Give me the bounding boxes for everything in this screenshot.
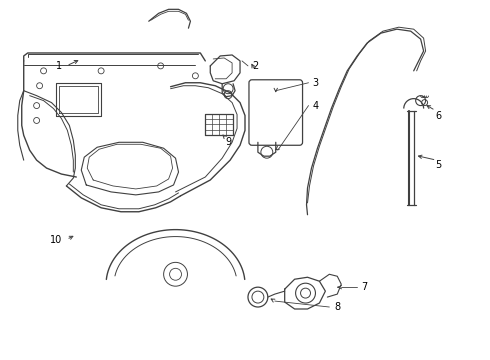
- Text: 7: 7: [361, 282, 367, 292]
- Text: 1: 1: [56, 61, 63, 71]
- Text: 2: 2: [252, 61, 258, 71]
- Text: 10: 10: [50, 234, 63, 244]
- Text: 3: 3: [313, 78, 318, 88]
- FancyBboxPatch shape: [249, 80, 302, 145]
- Text: 8: 8: [334, 302, 341, 312]
- Text: 5: 5: [436, 160, 441, 170]
- Text: 6: 6: [436, 111, 441, 121]
- Text: 4: 4: [313, 100, 318, 111]
- Text: 9: 9: [225, 137, 231, 147]
